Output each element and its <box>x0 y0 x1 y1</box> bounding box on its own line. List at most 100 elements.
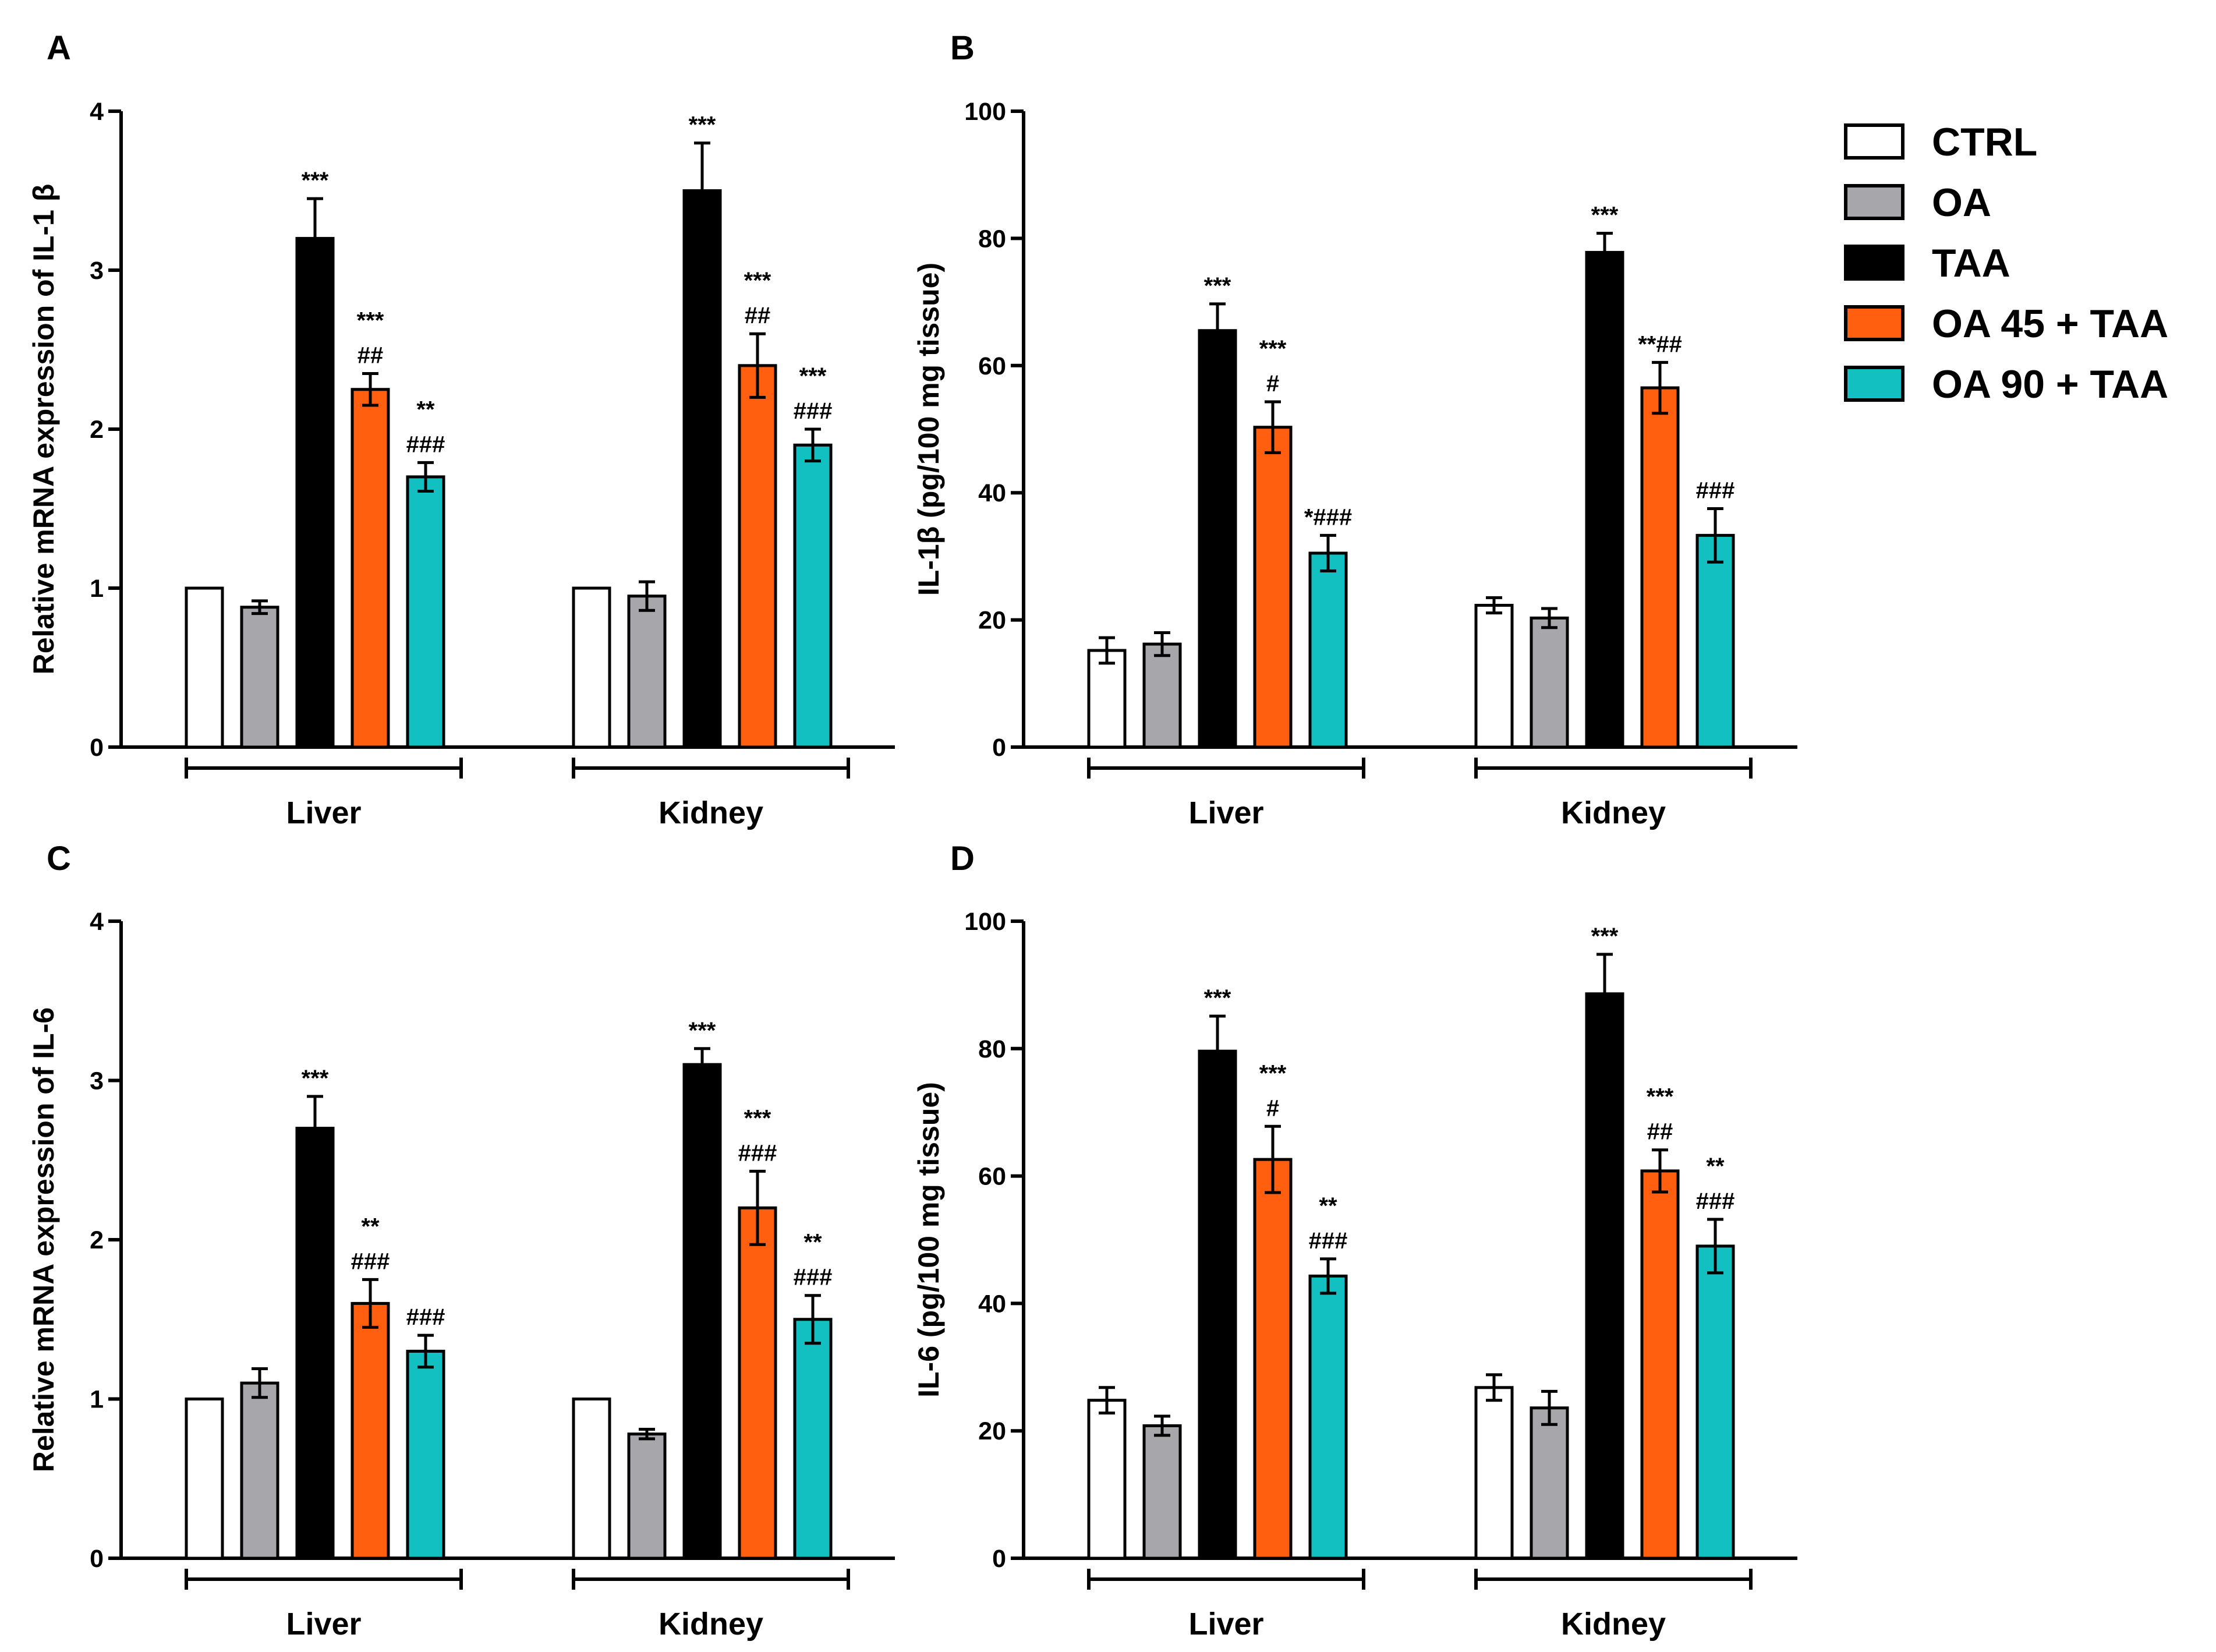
y-tick-label: 60 <box>978 352 1006 380</box>
y-axis-title: IL-6 (pg/100 mg tissue) <box>912 1082 945 1398</box>
bar <box>572 586 611 749</box>
panel-letter: B <box>950 29 975 67</box>
significance-label: *** <box>1591 203 1619 228</box>
y-tick-label: 20 <box>978 1417 1006 1445</box>
significance-label: *** <box>744 1105 771 1131</box>
bar <box>240 606 279 749</box>
significance-label: *** <box>1647 1084 1674 1110</box>
panel-B: B 0 20 40 60 80 100 IL-1β (pg/100 mg tissue) ***… <box>912 29 1797 830</box>
legend-item: OA 90 + TAA <box>1844 362 2168 406</box>
bar <box>1253 1158 1293 1560</box>
significance-label: ** <box>803 1230 822 1255</box>
significance-label: ### <box>1309 1228 1348 1254</box>
significance-label: ### <box>406 431 445 457</box>
y-tick-label: 2 <box>90 1226 104 1254</box>
significance-label: ## <box>357 342 384 368</box>
significance-label: ## <box>745 303 771 328</box>
legend: CTRL OA TAA OA 45 + TAA OA 90 + TAA <box>1844 120 2168 406</box>
y-tick-label: 80 <box>978 1035 1006 1063</box>
significance-label: ** <box>361 1214 380 1239</box>
panel-letter: D <box>950 840 975 878</box>
legend-label: OA 90 + TAA <box>1932 362 2168 406</box>
bar <box>793 1318 833 1560</box>
y-tick-label: 4 <box>90 98 104 126</box>
panel-letter: C <box>47 840 71 878</box>
bar <box>185 1398 224 1560</box>
significance-label: *** <box>1259 1060 1287 1086</box>
bar <box>240 1381 279 1560</box>
bar <box>1474 603 1514 749</box>
significance-label: ### <box>1696 1188 1735 1214</box>
legend-swatch <box>1844 245 1905 281</box>
bar <box>627 1432 667 1560</box>
bar <box>1142 1424 1182 1560</box>
group-liver: *** *** # *### Liver <box>1087 273 1365 830</box>
significance-label: *** <box>1204 273 1231 299</box>
group-label-kidney: Kidney <box>1561 795 1666 830</box>
significance-label: *** <box>744 268 771 293</box>
significance-label: *### <box>1304 504 1352 530</box>
significance-label: *** <box>1591 924 1619 949</box>
panel-letter: A <box>47 29 71 67</box>
significance-label: ** <box>1706 1154 1725 1179</box>
group-kidney: *** *** ## *** ### Kidney <box>572 112 850 830</box>
significance-label: *** <box>1259 336 1287 362</box>
bar <box>1695 1244 1735 1560</box>
y-axis-title: Relative mRNA expression of IL-1 β <box>27 184 60 675</box>
legend-swatch <box>1844 123 1905 160</box>
bar <box>1308 551 1348 749</box>
legend-swatch <box>1844 184 1905 220</box>
y-tick-label: 4 <box>90 908 104 936</box>
group-label-liver: Liver <box>286 795 361 830</box>
y-tick-label: 0 <box>992 1545 1006 1573</box>
y-tick-label: 40 <box>978 1290 1006 1318</box>
bar <box>1253 426 1293 749</box>
bar <box>295 236 335 749</box>
bar <box>572 1398 611 1560</box>
legend-label: OA 45 + TAA <box>1932 302 2168 346</box>
bar <box>1695 533 1735 749</box>
y-tick-label: 100 <box>964 98 1006 126</box>
significance-label: ### <box>351 1248 390 1274</box>
group-label-liver: Liver <box>1188 1607 1263 1642</box>
bar <box>1198 1049 1237 1560</box>
y-tick-label: 3 <box>90 257 104 285</box>
significance-label: **## <box>1638 331 1682 357</box>
bar <box>1308 1274 1348 1560</box>
significance-label: ** <box>1319 1193 1337 1219</box>
significance-label: ### <box>738 1140 777 1166</box>
group-label-kidney: Kidney <box>659 795 763 830</box>
bar <box>1530 616 1569 749</box>
y-tick-label: 3 <box>90 1067 104 1095</box>
y-tick-label: 100 <box>964 908 1006 936</box>
y-tick-label: 0 <box>90 1545 104 1573</box>
panel-A: A 0 1 2 3 4 Relative mRNA expression of IL-1 β… <box>27 29 895 830</box>
bar <box>351 1301 390 1560</box>
significance-label: ### <box>794 398 833 424</box>
bar <box>1530 1406 1569 1560</box>
y-axis-title: Relative mRNA expression of IL-6 <box>27 1007 60 1472</box>
legend-item: CTRL <box>1844 120 2037 164</box>
legend-swatch <box>1844 366 1905 402</box>
significance-label: *** <box>1204 985 1231 1011</box>
significance-label: ### <box>406 1304 445 1330</box>
legend-item: TAA <box>1844 241 2010 285</box>
group-liver: *** *** # ** ### Liver <box>1087 985 1365 1642</box>
significance-label: # <box>1266 1095 1279 1121</box>
bar <box>682 189 722 749</box>
significance-label: *** <box>799 363 827 389</box>
bar <box>1198 329 1237 749</box>
bar <box>406 475 445 749</box>
y-tick-label: 80 <box>978 225 1006 253</box>
y-axis-title: IL-1β (pg/100 mg tissue) <box>912 263 945 596</box>
group-kidney: *** *** ### ** ### Kidney <box>572 1018 850 1642</box>
bar <box>1640 1169 1680 1560</box>
significance-label: ### <box>1696 478 1735 504</box>
bar <box>627 595 667 749</box>
y-tick-label: 2 <box>90 416 104 444</box>
significance-label: *** <box>357 307 384 333</box>
bar <box>682 1063 722 1560</box>
y-tick-label: 1 <box>90 575 104 603</box>
significance-label: ## <box>1647 1119 1673 1145</box>
